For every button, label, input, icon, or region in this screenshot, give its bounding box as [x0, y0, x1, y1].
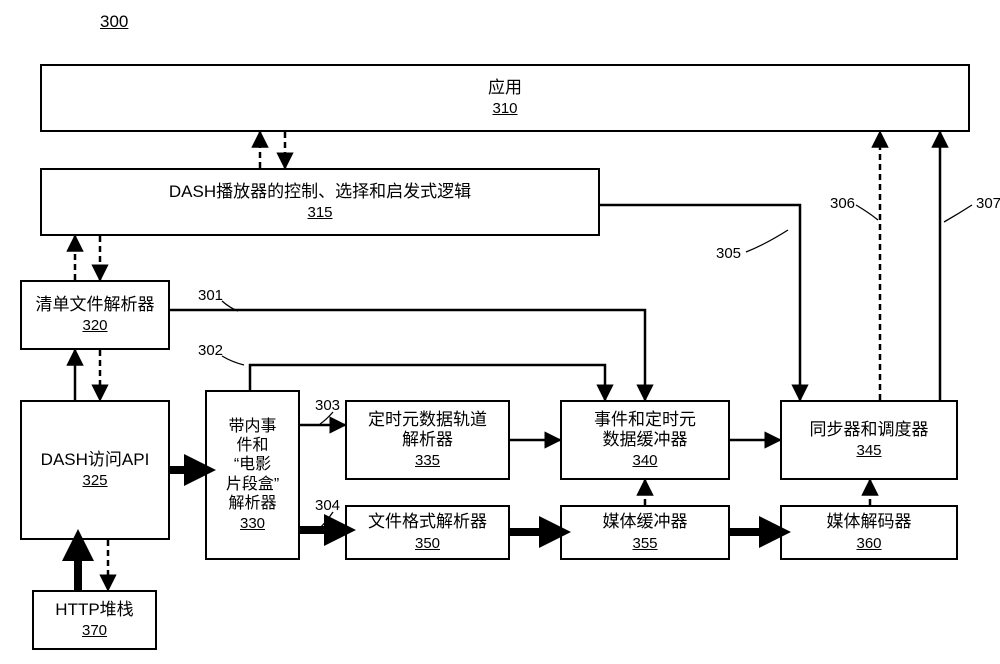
box-http-ref: 370 — [82, 622, 107, 640]
lead-301: 301 — [198, 287, 223, 304]
box-timedmeta-label: 定时元数据轨道 解析器 — [368, 410, 487, 451]
box-fileformat-label: 文件格式解析器 — [368, 512, 487, 532]
box-inband-ref: 330 — [240, 515, 265, 533]
box-mediabuf-label: 媒体缓冲器 — [603, 512, 688, 532]
box-app: 应用 310 — [40, 64, 970, 132]
lead-304: 304 — [315, 497, 340, 514]
diagram-canvas: 300 应用 310 DASH播放器的控制、选择和启发式逻辑 315 清单文件解… — [0, 0, 1000, 664]
figure-ref-number: 300 — [100, 12, 128, 32]
box-http-label: HTTP堆栈 — [55, 600, 133, 620]
box-fileformat-ref: 350 — [415, 535, 440, 553]
box-manifest-ref: 320 — [82, 317, 107, 335]
lead-303: 303 — [315, 397, 340, 414]
lead-307: 307 — [976, 195, 1000, 212]
box-evtbuf: 事件和定时元 数据缓冲器 340 — [560, 400, 730, 480]
box-access: DASH访问API 325 — [20, 400, 170, 540]
box-http: HTTP堆栈 370 — [32, 590, 157, 650]
box-decoder-label: 媒体解码器 — [827, 512, 912, 532]
box-mediabuf-ref: 355 — [632, 535, 657, 553]
box-logic-ref: 315 — [307, 204, 332, 222]
lead-305: 305 — [716, 245, 741, 262]
box-mediabuf: 媒体缓冲器 355 — [560, 505, 730, 560]
box-manifest-label: 清单文件解析器 — [36, 295, 155, 315]
box-decoder-ref: 360 — [856, 535, 881, 553]
lead-302: 302 — [198, 342, 223, 359]
box-sync: 同步器和调度器 345 — [780, 400, 958, 480]
box-evtbuf-label: 事件和定时元 数据缓冲器 — [594, 410, 696, 451]
box-sync-label: 同步器和调度器 — [810, 420, 929, 440]
box-app-label: 应用 — [488, 78, 522, 98]
box-app-ref: 310 — [492, 100, 517, 118]
box-timedmeta-ref: 335 — [415, 452, 440, 470]
box-decoder: 媒体解码器 360 — [780, 505, 958, 560]
box-fileformat: 文件格式解析器 350 — [345, 505, 510, 560]
box-inband: 带内事 件和 “电影 片段盒” 解析器 330 — [205, 390, 300, 560]
box-manifest: 清单文件解析器 320 — [20, 280, 170, 350]
lead-306: 306 — [830, 195, 855, 212]
box-logic-label: DASH播放器的控制、选择和启发式逻辑 — [169, 182, 471, 202]
box-access-ref: 325 — [82, 472, 107, 490]
box-sync-ref: 345 — [856, 442, 881, 460]
box-timedmeta: 定时元数据轨道 解析器 335 — [345, 400, 510, 480]
box-inband-label: 带内事 件和 “电影 片段盒” 解析器 — [226, 417, 279, 513]
box-evtbuf-ref: 340 — [632, 452, 657, 470]
box-access-label: DASH访问API — [41, 450, 150, 470]
box-logic: DASH播放器的控制、选择和启发式逻辑 315 — [40, 168, 600, 236]
